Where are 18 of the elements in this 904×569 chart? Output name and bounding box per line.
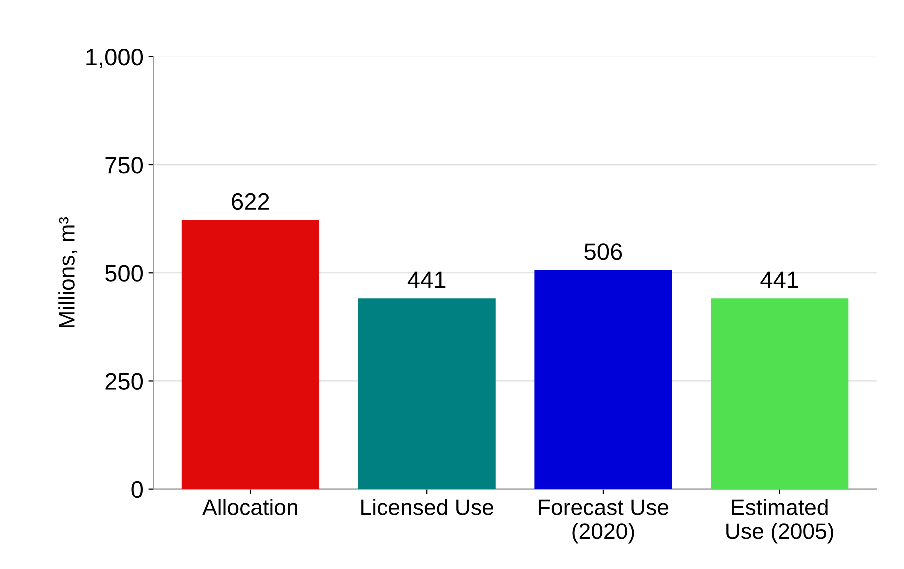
y-tick-label: 250 bbox=[106, 373, 144, 390]
bar bbox=[711, 298, 849, 490]
bar bbox=[534, 270, 672, 490]
x-tick-label: Allocation bbox=[202, 499, 298, 516]
data-label: 441 bbox=[760, 272, 798, 288]
x-tick-label: Estimated Use (2005) bbox=[726, 499, 834, 544]
y-tick-label: 0 bbox=[132, 481, 144, 498]
x-tick-label: Forecast Use (2020) bbox=[539, 500, 669, 544]
data-label: 506 bbox=[584, 244, 622, 260]
y-tick-label: 750 bbox=[106, 157, 144, 174]
y-tick-label: 1,000 bbox=[86, 48, 144, 68]
bar bbox=[182, 220, 320, 490]
bar bbox=[358, 298, 496, 490]
x-tick-label: Licensed Use bbox=[362, 499, 494, 516]
data-label: 622 bbox=[232, 193, 270, 210]
y-tick-label: 500 bbox=[106, 265, 144, 282]
y-axis-title: Millions, m³ bbox=[58, 217, 78, 328]
data-label: 441 bbox=[408, 272, 446, 288]
